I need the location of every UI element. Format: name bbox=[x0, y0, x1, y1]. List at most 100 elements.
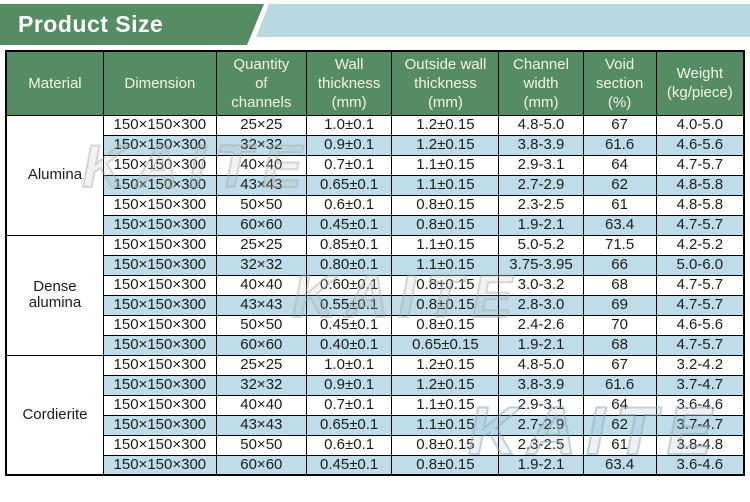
table-cell: 43×43 bbox=[215, 174, 307, 196]
table-cell: 4.7-5.7 bbox=[655, 294, 745, 316]
table-cell: 68 bbox=[582, 274, 657, 296]
table-cell: 150×150×300 bbox=[102, 194, 217, 216]
table-cell: 150×150×300 bbox=[102, 214, 217, 236]
table-cell: 2.8-3.0 bbox=[498, 294, 584, 316]
table-cell: 0.9±0.1 bbox=[305, 134, 393, 156]
table-cell: 2.3-2.5 bbox=[498, 434, 584, 456]
table-cell: 50×50 bbox=[215, 314, 307, 336]
table-cell: 0.55±0.1 bbox=[305, 294, 393, 316]
table-cell: 67 bbox=[582, 114, 657, 136]
table-cell: 0.45±0.1 bbox=[305, 454, 393, 476]
table-cell: 0.45±0.1 bbox=[305, 214, 393, 236]
table-cell: 150×150×300 bbox=[102, 234, 217, 256]
table-cell: 1.2±0.15 bbox=[391, 114, 500, 136]
table-cell: 0.7±0.1 bbox=[305, 394, 393, 416]
table-cell: 32×32 bbox=[215, 374, 307, 396]
table-body: Alumina 150×150×300 25×25 1.0±0.1 1.2±0.15 4.… bbox=[5, 114, 745, 476]
header-outside-wall-thickness: Outside wall thickness (mm) bbox=[391, 50, 500, 116]
table-cell: 1.9-2.1 bbox=[498, 214, 584, 236]
table-row: 150×150×300 50×50 0.45±0.1 0.8±0.15 2.4-2.6 7… bbox=[6, 314, 745, 336]
table-cell: 50×50 bbox=[215, 434, 307, 456]
table-cell: 61 bbox=[582, 194, 657, 216]
table-cell: 150×150×300 bbox=[102, 174, 217, 196]
table-cell: 0.85±0.1 bbox=[305, 234, 393, 256]
table-cell: 1.0±0.1 bbox=[305, 114, 393, 136]
table-cell: 66 bbox=[582, 254, 657, 276]
table-cell: 0.7±0.1 bbox=[305, 154, 393, 176]
table-cell: 150×150×300 bbox=[102, 354, 217, 376]
header-channel-width: Channel width (mm) bbox=[498, 50, 584, 116]
table-cell: 1.9-2.1 bbox=[498, 454, 584, 476]
table-cell: 2.4-2.6 bbox=[498, 314, 584, 336]
table-cell: 0.80±0.1 bbox=[305, 254, 393, 276]
table-cell: 50×50 bbox=[215, 194, 307, 216]
table-cell: 40×40 bbox=[215, 274, 307, 296]
table-cell: 1.1±0.15 bbox=[391, 254, 500, 276]
table-cell: 61.6 bbox=[582, 134, 657, 156]
header-row: Material Dimension Quantity of channels … bbox=[5, 50, 745, 116]
table-cell: 2.7-2.9 bbox=[498, 414, 584, 436]
table-cell: 150×150×300 bbox=[102, 454, 217, 476]
table-row: 150×150×300 40×40 0.60±0.1 0.8±0.15 3.0-3.2 6… bbox=[6, 274, 745, 296]
table-cell: 4.0-5.0 bbox=[655, 114, 745, 136]
table-cell: 0.8±0.15 bbox=[391, 194, 500, 216]
table-row: 150×150×300 40×40 0.7±0.1 1.1±0.15 2.9-3.1 64… bbox=[6, 394, 745, 416]
table-cell: 1.1±0.15 bbox=[391, 154, 500, 176]
table-cell: 150×150×300 bbox=[102, 274, 217, 296]
table-cell: 3.8-3.9 bbox=[498, 374, 584, 396]
table-cell: 4.7-5.7 bbox=[655, 214, 745, 236]
table-cell: 2.9-3.1 bbox=[498, 154, 584, 176]
table-cell: 68 bbox=[582, 334, 657, 356]
table-cell: 0.40±0.1 bbox=[305, 334, 393, 356]
table-cell: 60×60 bbox=[215, 214, 307, 236]
table-cell: 4.2-5.2 bbox=[655, 234, 745, 256]
table-cell: 3.7-4.7 bbox=[655, 414, 745, 436]
table-cell: 3.0-3.2 bbox=[498, 274, 584, 296]
table-cell: 0.6±0.1 bbox=[305, 434, 393, 456]
table-cell: 4.6-5.6 bbox=[655, 314, 745, 336]
table-cell: 4.8-5.0 bbox=[498, 354, 584, 376]
table-row: 150×150×300 43×43 0.65±0.1 1.1±0.15 2.7-2.9 6… bbox=[6, 174, 745, 196]
header-dimension: Dimension bbox=[102, 50, 217, 116]
table-cell: 69 bbox=[582, 294, 657, 316]
table-cell: 4.7-5.7 bbox=[655, 274, 745, 296]
banner-green-shape bbox=[0, 4, 264, 45]
table-cell: 1.2±0.15 bbox=[391, 134, 500, 156]
table-cell: 67 bbox=[582, 354, 657, 376]
table-cell: 3.6-4.6 bbox=[655, 394, 745, 416]
table-cell: 1.1±0.15 bbox=[391, 414, 500, 436]
header-weight: Weight (kg/piece) bbox=[655, 50, 745, 116]
table-cell: 3.75-3.95 bbox=[498, 254, 584, 276]
table-cell: 3.7-4.7 bbox=[655, 374, 745, 396]
table-cell: 0.8±0.15 bbox=[391, 314, 500, 336]
table-cell: 61 bbox=[582, 434, 657, 456]
title-banner: Product Size bbox=[0, 4, 750, 45]
table-row: Dense alumina 150×150×300 25×25 0.85±0.1 1.1… bbox=[5, 234, 745, 356]
table-cell: 0.8±0.15 bbox=[391, 214, 500, 236]
table-cell: 60×60 bbox=[215, 454, 307, 476]
table-row: 150×150×300 50×50 0.6±0.1 0.8±0.15 2.3-2.5 61… bbox=[6, 434, 745, 456]
table-cell: 32×32 bbox=[215, 134, 307, 156]
table-cell: 150×150×300 bbox=[102, 114, 217, 136]
table-cell: 63.4 bbox=[582, 454, 657, 476]
table-row: 150×150×300 60×60 0.45±0.1 0.8±0.15 1.9-2.1 6… bbox=[6, 214, 745, 236]
table-cell: 150×150×300 bbox=[102, 374, 217, 396]
table-cell: 0.65±0.15 bbox=[391, 334, 500, 356]
header-void-section: Void section (%) bbox=[582, 50, 657, 116]
table-cell: 0.8±0.15 bbox=[391, 294, 500, 316]
table-cell: 43×43 bbox=[215, 294, 307, 316]
table-cell: 150×150×300 bbox=[102, 414, 217, 436]
table-cell: 0.45±0.1 bbox=[305, 314, 393, 336]
table-cell: 63.4 bbox=[582, 214, 657, 236]
table-cell: 2.7-2.9 bbox=[498, 174, 584, 196]
table-cell: 150×150×300 bbox=[102, 314, 217, 336]
table-cell: 43×43 bbox=[215, 414, 307, 436]
table-cell: 0.8±0.15 bbox=[391, 274, 500, 296]
table-cell: 4.8-5.0 bbox=[498, 114, 584, 136]
material-cell: Alumina bbox=[5, 114, 104, 236]
table-cell: 150×150×300 bbox=[102, 134, 217, 156]
table-row: 150×150×300 43×43 0.55±0.1 0.8±0.15 2.8-3.0 6… bbox=[6, 294, 745, 316]
table-cell: 150×150×300 bbox=[102, 434, 217, 456]
table-row: 150×150×300 60×60 0.45±0.1 0.8±0.15 1.9-2.1 6… bbox=[6, 454, 745, 476]
table-cell: 150×150×300 bbox=[102, 294, 217, 316]
